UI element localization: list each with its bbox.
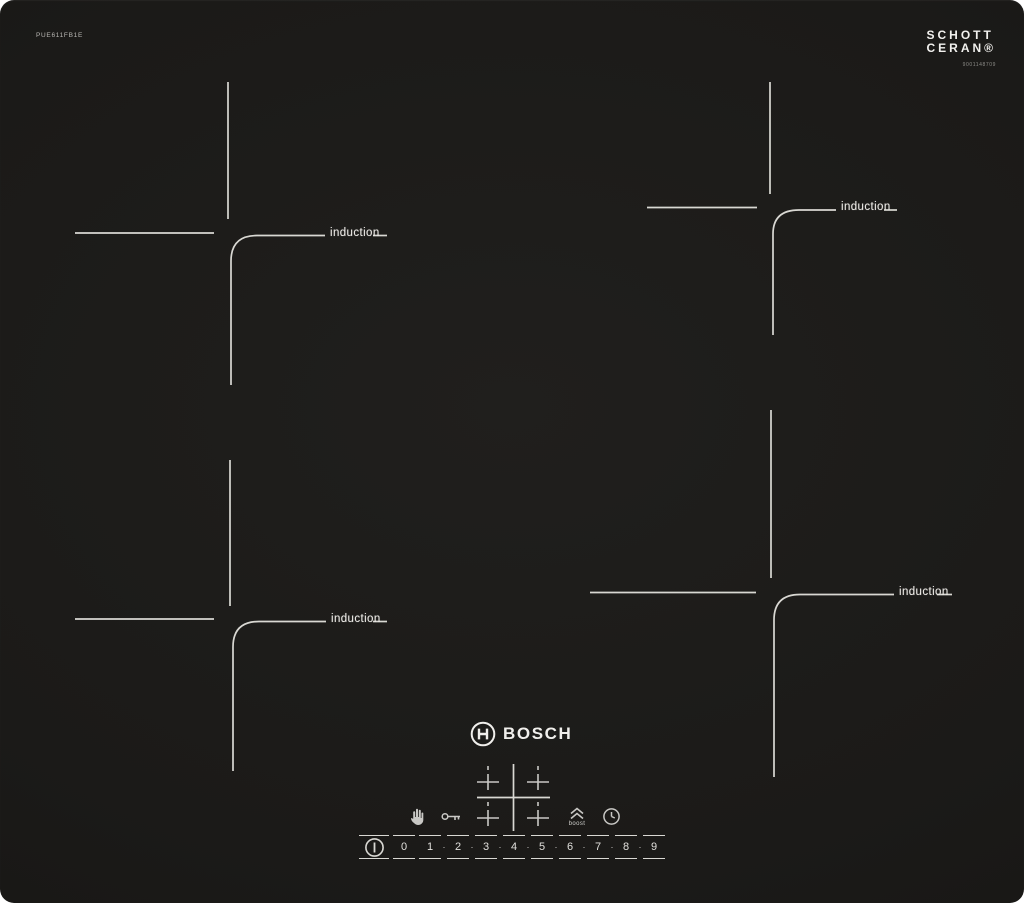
zone-label-bottom-left: induction <box>331 613 381 625</box>
level-key-1[interactable]: 1 <box>419 835 441 859</box>
level-key-2[interactable]: 2 <box>447 835 469 859</box>
level-key-8[interactable]: 8 <box>615 835 637 859</box>
model-code: PUE611FB1E <box>36 32 83 39</box>
bosch-logo: BOSCH <box>470 721 572 747</box>
zone-select-bottom-left-icon[interactable] <box>475 800 501 830</box>
child-lock-icon[interactable] <box>440 808 464 824</box>
timer-icon[interactable] <box>601 806 621 826</box>
level-dot: · <box>554 842 558 852</box>
zone-marking-top-right <box>647 82 897 335</box>
zone-label-bottom-right: induction <box>899 586 949 598</box>
level-dot: · <box>582 842 586 852</box>
level-dot: · <box>610 842 614 852</box>
schott-line: SCHOTT <box>926 28 994 42</box>
level-dot: · <box>442 842 446 852</box>
bosch-armature-icon <box>470 721 496 747</box>
level-dot: · <box>470 842 474 852</box>
schott-ceran-logo: SCHOTT CERAN® 9001148709 <box>926 29 996 72</box>
bosch-wordmark: BOSCH <box>503 724 573 743</box>
wipe-protection-icon[interactable] <box>407 805 427 827</box>
level-key-4[interactable]: 4 <box>503 835 525 859</box>
zone-marking-top-left <box>75 82 387 385</box>
power-button[interactable] <box>359 835 389 859</box>
zone-select-bottom-right-icon[interactable] <box>525 800 551 830</box>
level-key-7[interactable]: 7 <box>587 835 609 859</box>
zone-label-top-right: induction <box>841 201 891 213</box>
boost-icon[interactable]: boost <box>564 803 590 831</box>
level-key-0[interactable]: 0 <box>393 835 415 859</box>
power-level-strip: 0 1 · 2 · 3 · 4 · 5 · 6 · 7 · 8 · 9 <box>359 835 665 859</box>
level-dot: · <box>498 842 502 852</box>
zone-marking-bottom-right <box>590 410 952 777</box>
boost-label: boost <box>568 821 586 827</box>
zone-map-cross <box>477 764 550 831</box>
zone-marking-bottom-left <box>75 460 387 771</box>
zone-label-top-left: induction <box>330 227 380 239</box>
zone-select-top-left-icon[interactable] <box>475 764 501 794</box>
glass-code: 9001148709 <box>962 62 996 68</box>
level-key-3[interactable]: 3 <box>475 835 497 859</box>
level-key-9[interactable]: 9 <box>643 835 665 859</box>
level-key-5[interactable]: 5 <box>531 835 553 859</box>
level-dot: · <box>526 842 530 852</box>
zone-select-top-right-icon[interactable] <box>525 764 551 794</box>
ceran-line: CERAN® <box>926 41 996 55</box>
level-dot: · <box>638 842 642 852</box>
level-key-6[interactable]: 6 <box>559 835 581 859</box>
power-icon <box>364 837 384 857</box>
